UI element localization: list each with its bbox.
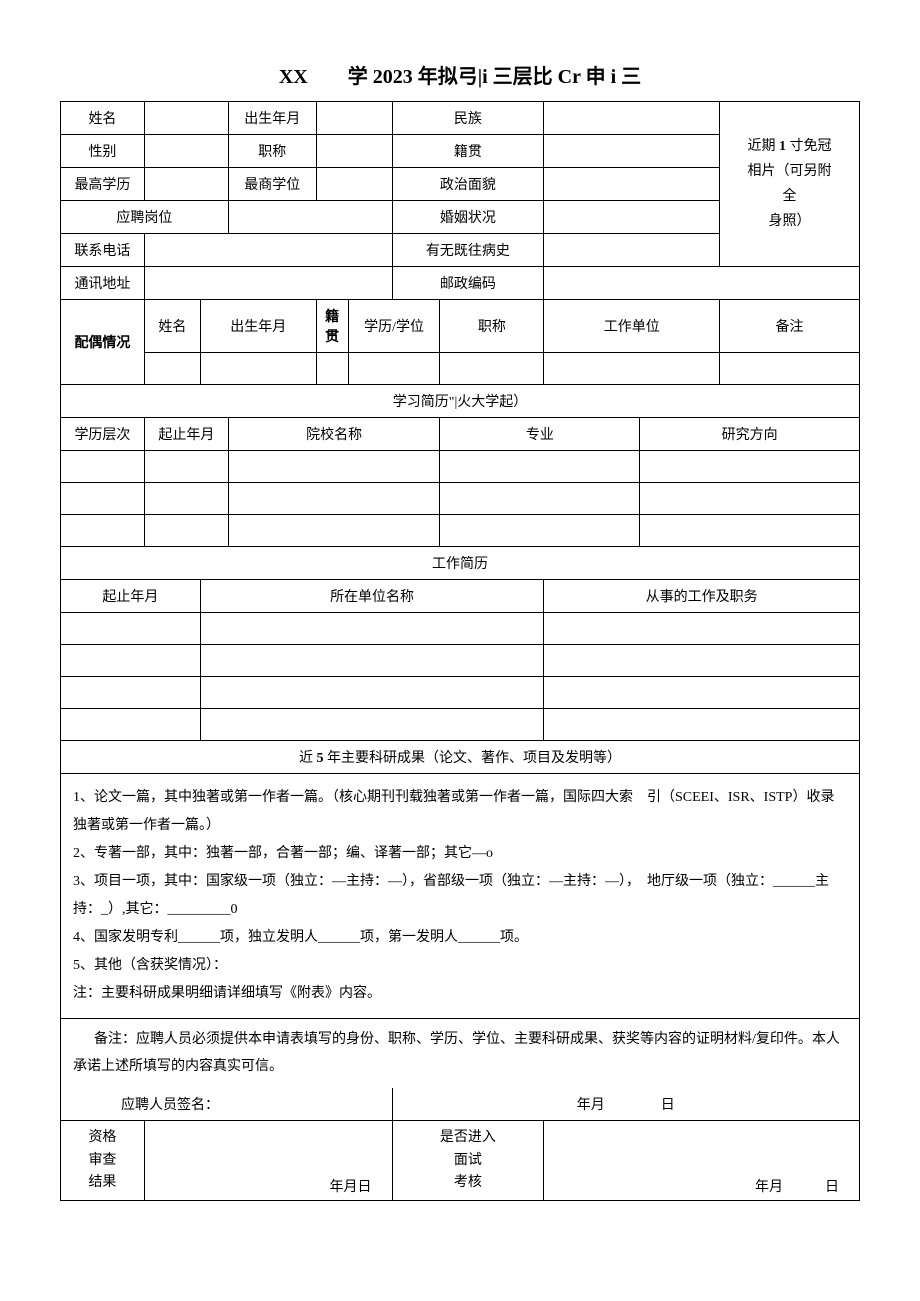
field-highest-degree[interactable] [316,168,392,201]
field-spouse-native[interactable] [316,353,348,385]
label-spouse: 配偶情况 [61,300,145,385]
label-name: 姓名 [61,102,145,135]
field-interview[interactable]: 年月 日 [544,1121,860,1201]
label-highest-edu: 最高学历 [61,168,145,201]
label-qualification: 资格审查结果 [61,1121,145,1201]
label-marital: 婚姻状况 [392,201,544,234]
table-row [61,451,860,483]
label-position-applied: 应聘岗位 [61,201,229,234]
label-work-duty: 从事的工作及职务 [544,580,860,613]
label-spouse-edu: 学历/学位 [348,300,440,353]
label-work-unit: 所在单位名称 [200,580,544,613]
label-gender: 性别 [61,135,145,168]
label-political: 政治面貌 [392,168,544,201]
note-text: 备注：应聘人员必须提供本申请表填写的身份、职称、学历、学位、主要科研成果、获奖等… [73,1027,847,1080]
label-postal: 邮政编码 [392,267,544,300]
field-address[interactable] [144,267,392,300]
field-spouse-name[interactable] [144,353,200,385]
label-phone: 联系电话 [61,234,145,267]
research-line: 4、国家发明专利______项，独立发明人______项，第一发明人______… [73,924,847,952]
field-gender[interactable] [144,135,228,168]
section-education-header: 学习简历"|火大学起） [61,385,860,418]
photo-label: 近期 1 寸免冠相片（可另附全身照） [748,139,832,230]
field-position-applied[interactable] [228,201,392,234]
field-medical-history[interactable] [544,234,720,267]
field-highest-edu[interactable] [144,168,228,201]
field-birth[interactable] [316,102,392,135]
section-research-header: 近 5 年主要科研成果（论文、著作、项目及发明等） [61,741,860,774]
label-work-period: 起止年月 [61,580,201,613]
table-row [61,613,860,645]
research-line: 3、项目一项，其中：国家级一项（独立：—主持：—），省部级一项（独立：—主持：—… [73,868,847,924]
label-highest-degree: 最商学位 [228,168,316,201]
field-native-place[interactable] [544,135,720,168]
research-line: 注：主要科研成果明细请详细填写《附表》内容。 [73,980,847,1008]
table-row [61,677,860,709]
label-address: 通讯地址 [61,267,145,300]
label-edu-major: 专业 [440,418,640,451]
field-phone[interactable] [144,234,392,267]
field-spouse-workplace[interactable] [544,353,720,385]
field-postal[interactable] [544,267,860,300]
field-title-rank[interactable] [316,135,392,168]
field-spouse-title[interactable] [440,353,544,385]
note-content: 备注：应聘人员必须提供本申请表填写的身份、职称、学历、学位、主要科研成果、获奖等… [61,1019,860,1089]
label-edu-level: 学历层次 [61,418,145,451]
table-row [61,515,860,547]
application-form-table: 姓名 出生年月 民族 近期 1 寸免冠相片（可另附全身照） 性别 职称 籍贯 最… [60,101,860,1201]
label-native-place: 籍贯 [392,135,544,168]
label-interview: 是否进入面试考核 [392,1121,544,1201]
page-title: XX 学 2023 年拟弓|i 三层比 Cr 申 i 三 [60,60,860,89]
label-edu-period: 起止年月 [144,418,228,451]
field-marital[interactable] [544,201,720,234]
table-row [61,709,860,741]
research-content: 1、论文一篇，其中独著或第一作者一篇。（核心期刊刊载独著或第一作者一篇，国际四大… [61,774,860,1019]
label-spouse-native: 籍贯 [316,300,348,353]
label-ethnicity: 民族 [392,102,544,135]
field-name[interactable] [144,102,228,135]
label-spouse-birth: 出生年月 [200,300,316,353]
label-spouse-title: 职称 [440,300,544,353]
label-medical-history: 有无既往病史 [392,234,544,267]
label-edu-school: 院校名称 [228,418,440,451]
field-spouse-remark[interactable] [720,353,860,385]
research-line: 1、论文一篇，其中独著或第一作者一篇。（核心期刊刊载独著或第一作者一篇，国际四大… [73,784,847,840]
field-spouse-edu[interactable] [348,353,440,385]
label-edu-direction: 研究方向 [640,418,860,451]
research-line: 2、专著一部，其中：独著一部，合著一部；编、译著一部；其它—o [73,840,847,868]
label-title-rank: 职称 [228,135,316,168]
label-spouse-workplace: 工作单位 [544,300,720,353]
signature-date: 年月 日 [392,1088,859,1121]
photo-area: 近期 1 寸免冠相片（可另附全身照） [720,102,860,267]
research-line: 5、其他（含获奖情况）： [73,952,847,980]
field-spouse-birth[interactable] [200,353,316,385]
field-political[interactable] [544,168,720,201]
signature-label: 应聘人员签名： [61,1088,393,1121]
field-ethnicity[interactable] [544,102,720,135]
label-birth: 出生年月 [228,102,316,135]
field-qualification[interactable]: 年月日 [144,1121,392,1201]
label-spouse-name: 姓名 [144,300,200,353]
label-spouse-remark: 备注 [720,300,860,353]
table-row [61,645,860,677]
section-work-header: 工作简历 [61,547,860,580]
table-row [61,483,860,515]
